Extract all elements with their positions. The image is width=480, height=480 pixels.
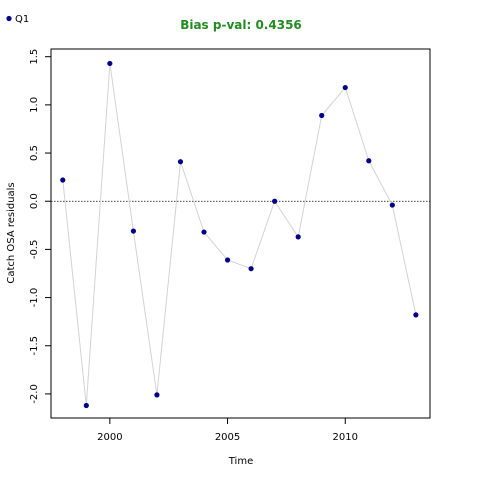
data-point: [83, 402, 89, 409]
y-tick-label: -1.5: [29, 336, 40, 356]
legend-marker: [6, 15, 12, 22]
data-point: [272, 198, 278, 204]
y-tick-label: 1.0: [29, 97, 40, 113]
y-tick-label: 0.0: [29, 193, 40, 209]
x-tick-label: 2005: [215, 432, 240, 443]
y-tick-label: 0.5: [29, 145, 40, 161]
x-axis: 2000 2005 2010: [97, 418, 358, 443]
y-tick-label: -1.0: [29, 288, 40, 308]
data-point: [130, 228, 136, 234]
x-tick-label: 2000: [97, 432, 122, 443]
legend: Q1: [6, 14, 29, 25]
data-point: [248, 266, 254, 272]
legend-label: Q1: [15, 14, 29, 25]
data-point: [413, 312, 419, 318]
y-tick-label: 1.5: [29, 49, 40, 65]
plot-frame: [50, 48, 431, 419]
x-tick-label: 2010: [333, 432, 358, 443]
data-point: [295, 234, 301, 240]
series-line: [62, 63, 417, 406]
data-point: [224, 257, 231, 263]
series-line-layer: [62, 63, 417, 406]
data-point: [177, 159, 184, 165]
data-point: [107, 60, 113, 67]
y-tick-label: -2.0: [29, 384, 40, 404]
data-point: [389, 202, 395, 208]
data-point: [154, 392, 160, 398]
y-axis-label: Catch OSA residuals: [6, 182, 17, 283]
data-point: [342, 84, 348, 91]
data-point: [366, 158, 372, 164]
data-point: [201, 229, 207, 235]
x-axis-label: Time: [228, 456, 253, 467]
chart-title: Bias p-val: 0.4356: [180, 18, 302, 32]
y-tick-label: -0.5: [29, 240, 40, 260]
series-points-layer: [60, 60, 419, 409]
y-axis: -2.0 -1.5 -1.0 -0.5 0.0 0.5 1.0 1.5: [29, 49, 51, 404]
data-point: [60, 177, 66, 183]
data-point: [319, 112, 325, 119]
